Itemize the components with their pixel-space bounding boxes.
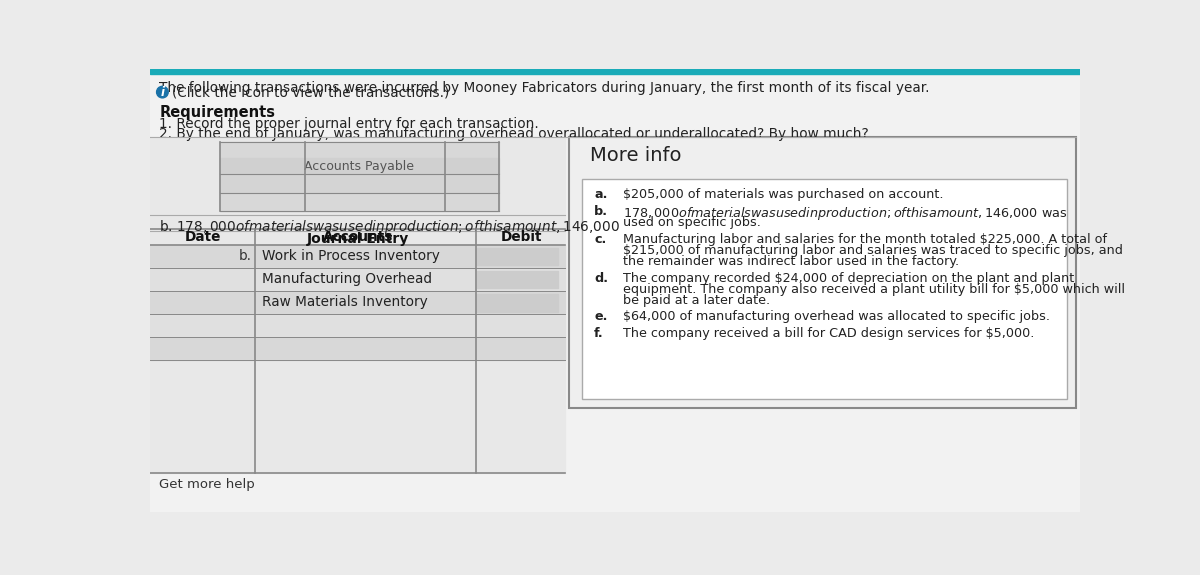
Text: The company recorded $24,000 of depreciation on the plant and plant: The company recorded $24,000 of deprecia…: [623, 271, 1074, 285]
Text: The company received a bill for CAD design services for $5,000.: The company received a bill for CAD desi…: [623, 327, 1034, 340]
Text: equipment. The company also received a plant utility bill for $5,000 which will: equipment. The company also received a p…: [623, 283, 1124, 296]
Text: Accounts Payable: Accounts Payable: [305, 159, 414, 172]
Text: a.: a.: [594, 189, 607, 201]
Text: Debit: Debit: [502, 230, 542, 244]
Bar: [150, 338, 565, 360]
Text: $205,000 of materials was purchased on account.: $205,000 of materials was purchased on a…: [623, 189, 943, 201]
Text: Requirements: Requirements: [160, 105, 275, 120]
FancyBboxPatch shape: [582, 179, 1067, 398]
Text: b.: b.: [239, 249, 252, 263]
Text: d.: d.: [594, 271, 608, 285]
Bar: [150, 69, 1080, 74]
Text: the remainder was indirect labor used in the factory.: the remainder was indirect labor used in…: [623, 255, 959, 268]
Bar: [150, 246, 565, 267]
Text: be paid at a later date.: be paid at a later date.: [623, 294, 770, 307]
Bar: [150, 137, 565, 473]
Text: i: i: [161, 86, 164, 98]
Bar: [220, 142, 499, 212]
Text: Manufacturing labor and salaries for the month totaled $225,000. A total of: Manufacturing labor and salaries for the…: [623, 233, 1106, 246]
Text: f.: f.: [594, 327, 604, 340]
Text: b.: b.: [594, 205, 608, 218]
Text: b. $178,000 of materials was used in production; of this amount, $146,000: b. $178,000 of materials was used in pro…: [160, 218, 620, 236]
Text: $64,000 of manufacturing overhead was allocated to specific jobs.: $64,000 of manufacturing overhead was al…: [623, 310, 1050, 323]
Circle shape: [156, 86, 168, 98]
Bar: [150, 292, 565, 314]
Bar: [150, 315, 565, 337]
Bar: [478, 294, 558, 312]
Text: Journal Entry: Journal Entry: [306, 232, 409, 246]
Text: Work in Process Inventory: Work in Process Inventory: [262, 249, 439, 263]
Text: e.: e.: [594, 310, 607, 323]
Text: $178,000 of materials was used in production; of this amount, $146,000 was: $178,000 of materials was used in produc…: [623, 205, 1067, 222]
Bar: [220, 175, 499, 193]
Text: Date: Date: [185, 230, 221, 244]
Text: The following transactions were incurred by Mooney Fabricators during January, t: The following transactions were incurred…: [160, 81, 930, 94]
Text: 1. Record the proper journal entry for each transaction.: 1. Record the proper journal entry for e…: [160, 117, 539, 131]
Bar: [220, 158, 499, 174]
Text: (Click the icon to view the transactions.): (Click the icon to view the transactions…: [172, 85, 449, 99]
Text: Get more help: Get more help: [160, 478, 256, 491]
Bar: [478, 248, 558, 265]
Text: $215,000 of manufacturing labor and salaries was traced to specific jobs, and: $215,000 of manufacturing labor and sala…: [623, 244, 1123, 257]
FancyBboxPatch shape: [569, 137, 1076, 408]
Text: Accounts: Accounts: [323, 230, 392, 244]
Text: More info: More info: [590, 146, 682, 165]
Bar: [220, 194, 499, 212]
Text: Raw Materials Inventory: Raw Materials Inventory: [262, 296, 427, 309]
Text: c.: c.: [594, 233, 606, 246]
Text: Manufacturing Overhead: Manufacturing Overhead: [262, 272, 432, 286]
Text: used on specific jobs.: used on specific jobs.: [623, 216, 761, 229]
Bar: [478, 271, 558, 289]
Bar: [150, 269, 565, 291]
Text: 2. By the end of January, was manufacturing overhead overallocated or underalloc: 2. By the end of January, was manufactur…: [160, 126, 869, 141]
